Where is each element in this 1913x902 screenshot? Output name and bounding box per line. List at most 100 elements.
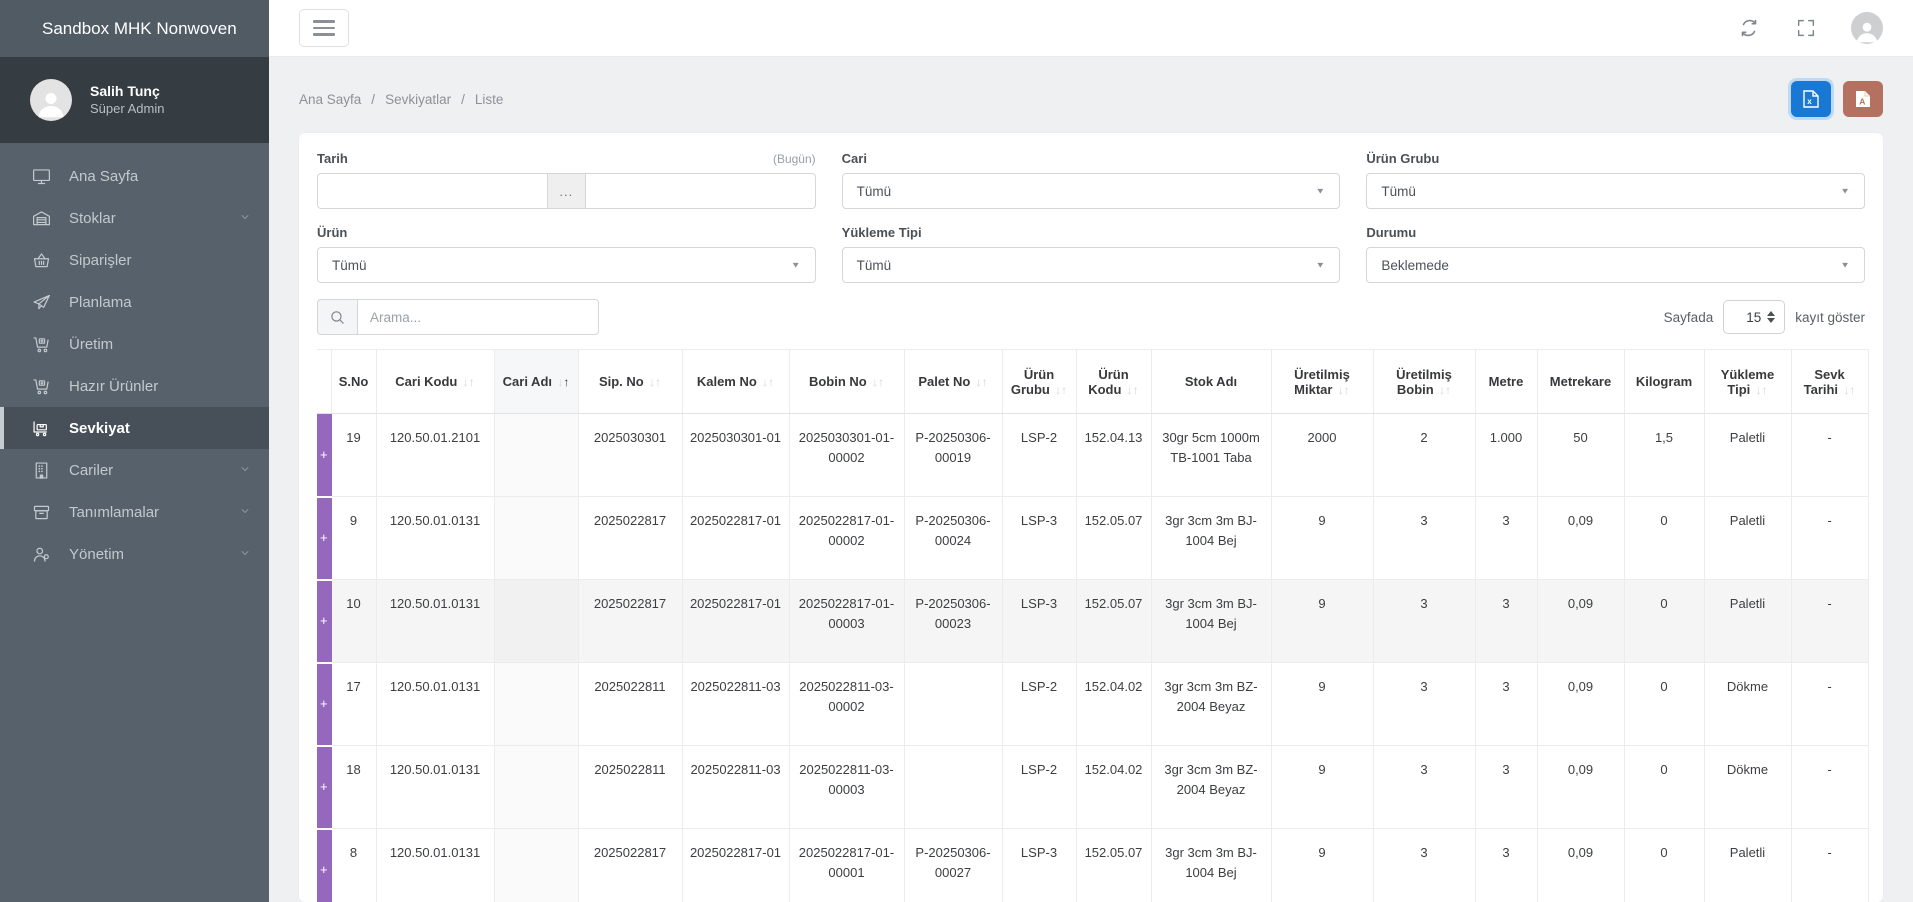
sort-icon: ↓↑	[646, 375, 661, 389]
expand-row-button[interactable]: +	[317, 580, 331, 663]
caret-down-icon: ▼	[1315, 261, 1325, 270]
column-header-uretilmis_miktar[interactable]: Üretilmiş Miktar ↓↑	[1271, 350, 1373, 414]
date-range-button[interactable]: ...	[548, 173, 586, 209]
yukleme-tipi-select-value: Tümü	[857, 258, 892, 273]
column-header-urun_grubu[interactable]: Ürün Grubu ↓↑	[1002, 350, 1076, 414]
definitions-icon	[30, 501, 52, 523]
expand-row-button[interactable]: +	[317, 497, 331, 580]
cell-stok_adi: 3gr 3cm 3m BJ-1004 Bej	[1151, 580, 1271, 663]
column-header-cari_kodu[interactable]: Cari Kodu ↓↑	[376, 350, 494, 414]
search-input[interactable]	[357, 299, 599, 335]
cell-palet_no	[904, 663, 1002, 746]
yukleme-tipi-select[interactable]: Tümü ▼	[842, 247, 1341, 283]
recycle-icon[interactable]	[1737, 16, 1761, 40]
expand-row-button[interactable]: +	[317, 663, 331, 746]
sidebar-item-sevkiyat[interactable]: Sevkiyat	[0, 407, 269, 449]
cell-kalem_no: 2025022817-01	[682, 580, 789, 663]
breadcrumb-separator: /	[371, 92, 375, 107]
cell-cari_kodu: 120.50.01.0131	[376, 497, 494, 580]
table-row: +18120.50.01.013120250228112025022811-03…	[317, 746, 1868, 829]
expand-row-button[interactable]: +	[317, 414, 331, 497]
table-row: +10120.50.01.013120250228172025022817-01…	[317, 580, 1868, 663]
column-header-metre: Metre	[1475, 350, 1537, 414]
sidebar-item-tanimlamalar[interactable]: Tanımlamalar	[0, 491, 269, 533]
cell-sevk_tarihi: -	[1791, 580, 1868, 663]
sidebar-item-label: Cariler	[69, 462, 113, 479]
export-pdf-button[interactable]: A	[1843, 81, 1883, 117]
sort-icon: ↓↑	[972, 375, 987, 389]
sidebar-item-yonetim[interactable]: Yönetim	[0, 533, 269, 575]
expand-row-button[interactable]: +	[317, 829, 331, 902]
sidebar-item-stoklar[interactable]: Stoklar	[0, 197, 269, 239]
urun-select[interactable]: Tümü▼	[317, 247, 816, 283]
cell-urun_kodu: 152.05.07	[1076, 580, 1151, 663]
cari-select-value: Tümü	[857, 184, 892, 199]
cell-uretilmis_miktar: 9	[1271, 663, 1373, 746]
expand-row-button[interactable]: +	[317, 746, 331, 829]
column-header-sevk_tarihi[interactable]: Sevk Tarihi ↓↑	[1791, 350, 1868, 414]
column-header-yukleme_tipi[interactable]: Yükleme Tipi ↓↑	[1704, 350, 1791, 414]
cell-sevk_tarihi: -	[1791, 829, 1868, 902]
column-header-metrekare: Metrekare	[1537, 350, 1624, 414]
cell-yukleme_tipi: Paletli	[1704, 580, 1791, 663]
export-excel-button[interactable]: x	[1791, 81, 1831, 117]
breadcrumb-sevkiyatlar[interactable]: Sevkiyatlar	[385, 92, 451, 107]
column-header-palet_no[interactable]: Palet No ↓↑	[904, 350, 1002, 414]
sidebar-item-label: Stoklar	[69, 210, 116, 227]
cell-palet_no: P-20250306-00023	[904, 580, 1002, 663]
cell-stok_adi: 30gr 5cm 1000m TB-1001 Taba	[1151, 414, 1271, 497]
column-header-cari_adi[interactable]: Cari Adı ↓↑	[494, 350, 578, 414]
caret-down-icon: ▼	[1315, 187, 1325, 196]
sidebar-toggle-button[interactable]	[299, 9, 349, 47]
user-panel: Salih Tunç Süper Admin	[0, 57, 269, 143]
durumu-select[interactable]: Beklemede▼	[1366, 247, 1865, 283]
shipments-table: S.NoCari Kodu ↓↑Cari Adı ↓↑Sip. No ↓↑Kal…	[317, 349, 1869, 902]
profile-avatar[interactable]	[1851, 12, 1883, 44]
fullscreen-icon[interactable]	[1795, 17, 1817, 39]
tarih-hint: (Bugün)	[773, 152, 816, 166]
cell-cari_adi	[494, 746, 578, 829]
column-header-kalem_no[interactable]: Kalem No ↓↑	[682, 350, 789, 414]
caret-down-icon: ▼	[1840, 261, 1850, 270]
filter-panel: Tarih (Bugün) ... Cari Tümü▼ Ürün Grubu …	[317, 151, 1865, 283]
sidebar-item-hazir-urunler[interactable]: Hazır Ürünler	[0, 365, 269, 407]
cell-bobin_no: 2025022811-03-00003	[789, 746, 904, 829]
sidebar-item-uretim[interactable]: Üretim	[0, 323, 269, 365]
spinner-arrows-icon	[1767, 311, 1775, 323]
cell-uretilmis_miktar: 9	[1271, 497, 1373, 580]
filter-cari: Cari Tümü▼	[842, 151, 1341, 209]
cell-sno: 17	[331, 663, 376, 746]
column-header-bobin_no[interactable]: Bobin No ↓↑	[789, 350, 904, 414]
cell-sevk_tarihi: -	[1791, 746, 1868, 829]
user-avatar	[30, 79, 72, 121]
sidebar-item-siparisler[interactable]: Siparişler	[0, 239, 269, 281]
cari-select[interactable]: Tümü ▼	[842, 173, 1341, 209]
cell-cari_adi	[494, 497, 578, 580]
date-end-input[interactable]	[586, 173, 816, 209]
sidebar-item-planlama[interactable]: Planlama	[0, 281, 269, 323]
filter-durumu: Durumu Beklemede▼	[1366, 225, 1865, 283]
cell-metrekare: 50	[1537, 414, 1624, 497]
date-start-input[interactable]	[317, 173, 548, 209]
cell-sevk_tarihi: -	[1791, 497, 1868, 580]
breadcrumb-ana-sayfa[interactable]: Ana Sayfa	[299, 92, 361, 107]
column-header-sip_no[interactable]: Sip. No ↓↑	[578, 350, 682, 414]
caret-down-icon: ▼	[791, 261, 801, 270]
sidebar-item-label: Sevkiyat	[69, 420, 130, 437]
page-size-select[interactable]: 15	[1723, 300, 1785, 334]
person-icon	[36, 89, 66, 119]
column-header-urun_kodu[interactable]: Ürün Kodu ↓↑	[1076, 350, 1151, 414]
cell-cari_kodu: 120.50.01.2101	[376, 414, 494, 497]
sidebar-item-cariler[interactable]: Cariler	[0, 449, 269, 491]
cell-kilogram: 0	[1624, 829, 1704, 902]
search-group	[317, 299, 599, 335]
breadcrumb-separator: /	[461, 92, 465, 107]
urun-grubu-select[interactable]: Tümü▼	[1366, 173, 1865, 209]
cell-uretilmis_bobin: 3	[1373, 497, 1475, 580]
urun-grubu-label: Ürün Grubu	[1366, 151, 1439, 166]
cell-kalem_no: 2025022817-01	[682, 829, 789, 902]
column-header-uretilmis_bobin[interactable]: Üretilmiş Bobin ↓↑	[1373, 350, 1475, 414]
cell-kalem_no: 2025022817-01	[682, 497, 789, 580]
sidebar-item-ana-sayfa[interactable]: Ana Sayfa	[0, 155, 269, 197]
table-row: +8120.50.01.013120250228172025022817-012…	[317, 829, 1868, 902]
